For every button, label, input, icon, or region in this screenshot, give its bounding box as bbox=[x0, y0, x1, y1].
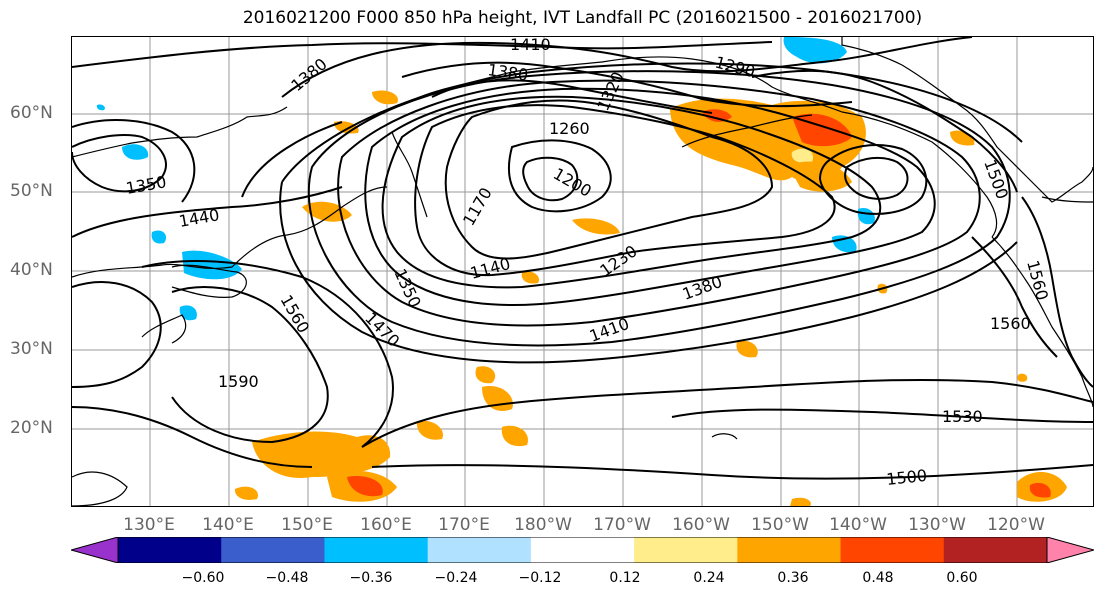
contour-label: 1560 bbox=[990, 314, 1031, 333]
lon-label-150w: 150°W bbox=[751, 515, 809, 535]
colorbar-tick-label: −0.12 bbox=[518, 570, 562, 586]
lat-label-40n: 40°N bbox=[10, 260, 53, 280]
colorbar-tick-label: 0.60 bbox=[946, 570, 978, 586]
colorbar-tick-label: −0.36 bbox=[349, 570, 393, 586]
colorbar-tick-label: 0.36 bbox=[777, 570, 809, 586]
colorbar-segment bbox=[530, 537, 635, 563]
colorbar-extend-right bbox=[1046, 537, 1094, 563]
lon-label-140e: 140°E bbox=[202, 515, 254, 535]
colorbar-segment bbox=[427, 537, 532, 563]
contour-label: 1590 bbox=[218, 372, 259, 391]
colorbar-tick-label: −0.60 bbox=[181, 570, 225, 586]
contour-label: 1380 bbox=[287, 54, 330, 95]
lon-label-150e: 150°E bbox=[281, 515, 333, 535]
contour-label: 1410 bbox=[510, 37, 551, 54]
colorbar-tick-label: 0.48 bbox=[862, 570, 894, 586]
colorbar-frame bbox=[117, 537, 1048, 563]
colorbar-segment bbox=[324, 537, 429, 563]
colorbar-tick-label: −0.48 bbox=[265, 570, 309, 586]
map-panel: 1410 1380 1380 1320 1290 1260 1350 1200 … bbox=[71, 36, 1094, 507]
contour-label: 1560 bbox=[1023, 258, 1052, 302]
lon-label-130w: 130°W bbox=[908, 515, 966, 535]
coastlines bbox=[72, 37, 1093, 506]
height-contours bbox=[72, 37, 1093, 480]
lon-label-130e: 130°E bbox=[123, 515, 175, 535]
colorbar-segment bbox=[943, 537, 1048, 563]
lon-label-160e: 160°E bbox=[360, 515, 412, 535]
colorbar-segment bbox=[221, 537, 325, 563]
colorbar-segment bbox=[737, 537, 842, 563]
lon-label-160w: 160°W bbox=[672, 515, 730, 535]
lon-label-170w: 170°W bbox=[593, 515, 651, 535]
colorbar-extend-left bbox=[71, 537, 119, 563]
lat-label-50n: 50°N bbox=[10, 181, 53, 201]
contour-label: 1140 bbox=[468, 254, 512, 283]
figure-title: 2016021200 F000 850 hPa height, IVT Land… bbox=[242, 8, 923, 28]
colorbar-segment bbox=[634, 537, 738, 563]
colorbar-segments bbox=[118, 537, 1048, 563]
contour-label: 1350 bbox=[124, 172, 167, 198]
contour-label: 1200 bbox=[550, 164, 595, 201]
lon-label-180w: 180°W bbox=[514, 515, 572, 535]
contour-label: 1260 bbox=[549, 119, 590, 138]
lon-label-120w: 120°W bbox=[987, 515, 1045, 535]
colorbar-segment bbox=[840, 537, 945, 563]
contour-label: 1440 bbox=[177, 205, 220, 231]
contour-label: 1500 bbox=[885, 466, 927, 489]
colorbar-tick-label: 0.12 bbox=[609, 570, 641, 586]
lon-label-170e: 170°E bbox=[438, 515, 490, 535]
colorbar-tick-label: −0.24 bbox=[434, 570, 478, 586]
contour-label: 1470 bbox=[361, 308, 403, 350]
lat-label-60n: 60°N bbox=[10, 103, 53, 123]
colorbar-segment bbox=[118, 537, 222, 563]
colorbar bbox=[71, 537, 1094, 563]
contour-label: 1290 bbox=[713, 53, 757, 82]
lat-label-30n: 30°N bbox=[10, 339, 53, 359]
lat-label-20n: 20°N bbox=[10, 418, 53, 438]
lon-label-140w: 140°W bbox=[829, 515, 887, 535]
contour-label: 1530 bbox=[942, 407, 983, 426]
map-canvas: 1410 1380 1380 1320 1290 1260 1350 1200 … bbox=[72, 37, 1093, 506]
colorbar-tick-label: 0.24 bbox=[693, 570, 725, 586]
